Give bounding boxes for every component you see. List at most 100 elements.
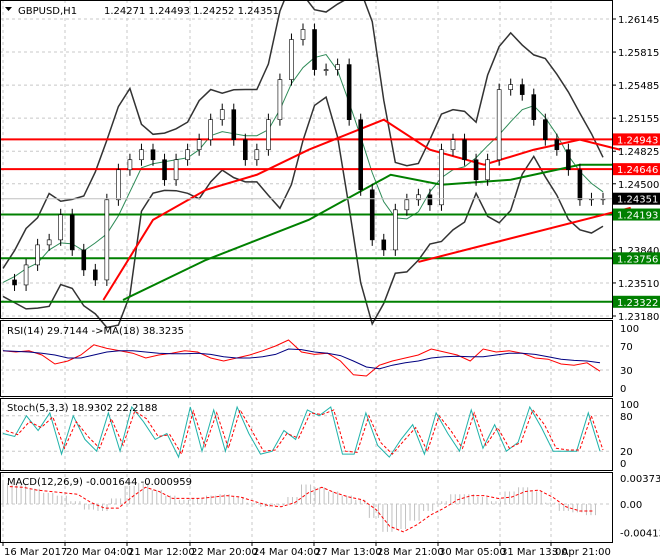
price-label: 1.25485	[618, 81, 659, 92]
level-label-bg	[613, 133, 660, 146]
candle	[150, 149, 156, 161]
stoch-main-line	[2, 405, 601, 459]
price-label: 1.24825	[618, 147, 659, 158]
indicator-level-label: 0	[620, 384, 626, 395]
candle	[496, 89, 502, 161]
candle	[404, 199, 410, 211]
red-moving-average	[102, 118, 621, 301]
candle	[473, 159, 479, 181]
time-label: 30 Mar 05:00	[439, 547, 506, 558]
candle	[577, 169, 583, 201]
candle	[335, 64, 340, 70]
candle	[531, 94, 537, 120]
pane-frame	[0, 0, 613, 319]
candle	[231, 109, 237, 141]
candle	[162, 159, 167, 181]
macd-signal-line	[9, 486, 594, 533]
time-label: 24 Mar 04:00	[253, 547, 320, 558]
candle	[243, 139, 248, 161]
price-label: 1.23840	[618, 246, 659, 257]
candle	[69, 214, 75, 251]
indicator-level-label: -0.004131	[620, 529, 660, 540]
candle	[116, 169, 121, 201]
trendline	[418, 206, 631, 263]
bollinger-upper	[2, 0, 604, 269]
candle	[462, 139, 467, 161]
last-price-label: 1.24351	[617, 195, 658, 206]
candle	[439, 149, 444, 206]
stochastic-pane[interactable]	[2, 405, 604, 459]
candle	[554, 139, 560, 151]
time-label: 16 Mar 2017	[4, 547, 67, 558]
candle	[427, 194, 433, 206]
level-label: 1.23322	[617, 298, 658, 309]
macd-title: MACD(12,26,9) -0.001644 -0.000959	[7, 477, 192, 488]
candle	[12, 279, 17, 286]
macd-pane[interactable]	[2, 483, 596, 533]
candle	[416, 194, 421, 201]
candle	[508, 84, 513, 90]
time-label: 27 Mar 13:00	[315, 547, 382, 558]
indicator-level-label: 0.003738	[620, 474, 660, 485]
price-label: 1.25155	[618, 114, 659, 125]
indicator-level-label: 0	[620, 459, 626, 470]
indicator-level-label: 100	[620, 324, 639, 335]
candle	[139, 149, 144, 161]
last-price-bg	[613, 192, 660, 205]
level-label: 1.24943	[617, 135, 658, 146]
candle	[566, 149, 571, 171]
candle	[208, 119, 213, 141]
ohlc-readout: 1.24271 1.24493 1.24252 1.24351	[104, 6, 279, 17]
stoch-signal-line	[5, 408, 604, 456]
price-label: 1.23510	[618, 279, 659, 290]
candle	[289, 39, 294, 80]
rsi-title: RSI(14) 29.7144 ->MA(18) 38.3235	[7, 326, 184, 337]
indicator-level-label: 30	[620, 366, 633, 377]
price-label: 1.26145	[618, 15, 659, 26]
level-label: 1.24646	[617, 165, 658, 176]
candle	[312, 29, 317, 70]
candle	[196, 139, 202, 151]
candle	[300, 29, 306, 40]
pane-frame	[0, 320, 613, 397]
indicator-level-label: 80	[620, 412, 633, 423]
price-label: 1.23180	[618, 312, 659, 323]
price-label: 1.25815	[618, 48, 659, 59]
candle	[381, 239, 387, 251]
indicator-level-label: 0.00	[620, 500, 642, 511]
time-label: 20 Mar 04:00	[66, 547, 133, 558]
rsi-line	[2, 339, 601, 377]
stoch-title: Stoch(5,3,3) 18.9302 22.2188	[7, 403, 158, 414]
rsi-pane[interactable]	[2, 339, 601, 377]
candle	[23, 264, 29, 286]
indicator-level-label: 100	[620, 400, 639, 411]
rsi-ma-line	[2, 348, 601, 370]
fast-ma	[2, 53, 604, 283]
time-label: 3 Apr 21:00	[552, 547, 611, 558]
chart-title: GBPUSD,H1	[18, 6, 77, 17]
pane-frame	[0, 398, 613, 471]
candle	[277, 79, 283, 120]
dropdown-triangle-icon	[5, 7, 12, 11]
indicator-level-label: 70	[620, 342, 633, 353]
time-label: 31 Mar 13:00	[501, 547, 568, 558]
level-label: 1.23756	[617, 254, 658, 265]
level-label-bg	[613, 252, 660, 265]
candle	[104, 199, 110, 281]
candle	[219, 109, 225, 120]
time-label: 21 Mar 12:00	[128, 547, 195, 558]
indicator-level-label: 20	[620, 447, 633, 458]
price-pane[interactable]	[0, 0, 631, 329]
candle	[46, 239, 52, 246]
pane-frame	[0, 472, 613, 543]
candle	[393, 209, 398, 251]
level-label: 1.24193	[617, 211, 658, 222]
bollinger-lower	[2, 95, 604, 329]
candle	[266, 119, 271, 151]
candle	[369, 189, 375, 241]
candle	[81, 249, 87, 271]
candle	[254, 149, 260, 161]
